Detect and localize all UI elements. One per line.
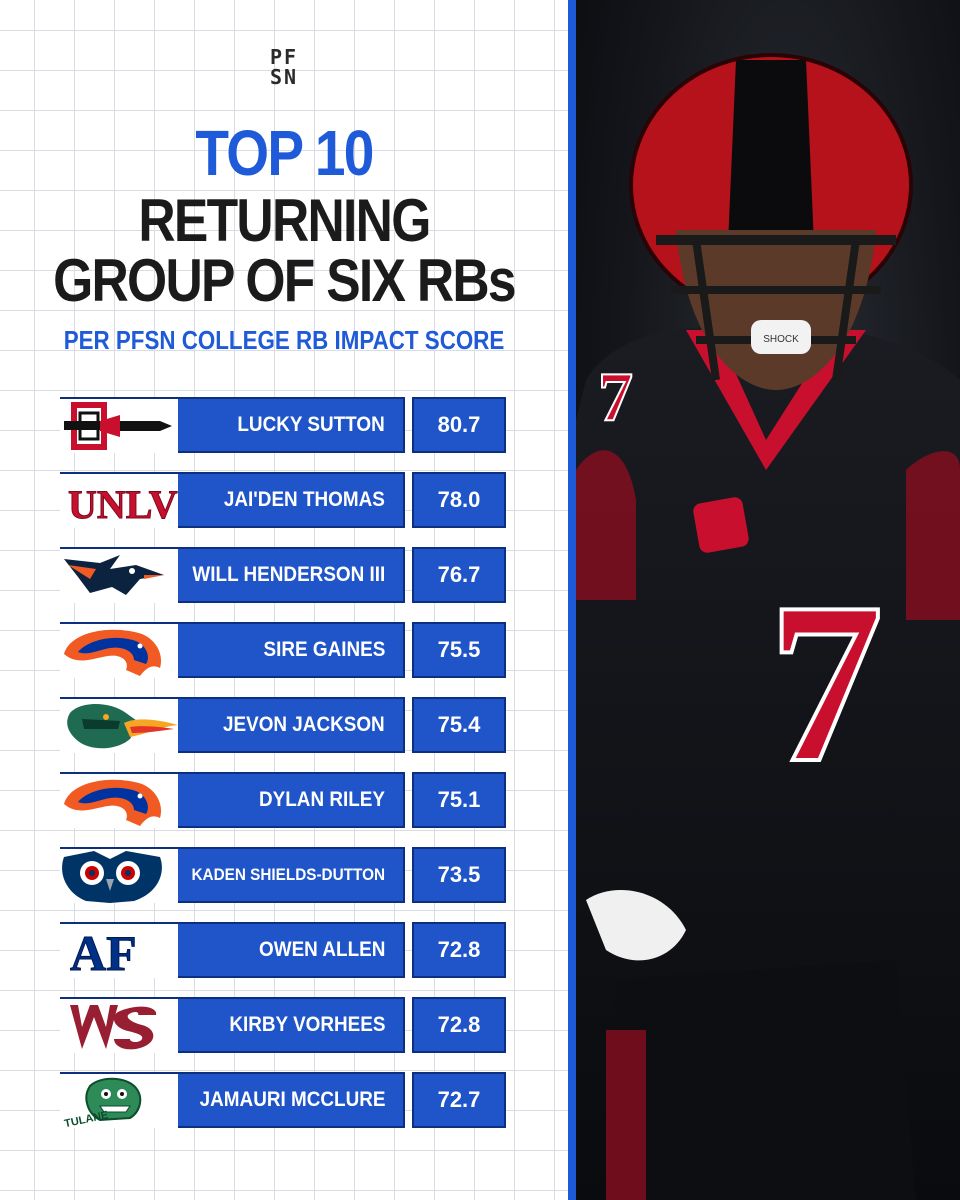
score-box: 72.8: [412, 997, 506, 1053]
fau-owl-logo-icon: [60, 849, 178, 903]
player-name: OWEN ALLEN: [258, 938, 385, 961]
score-box: 76.7: [412, 547, 506, 603]
score-box: 80.7: [412, 397, 506, 453]
ranking-row: KIRBY VORHEES 72.8: [60, 997, 510, 1053]
ranking-row: JAI'DEN THOMAS 78.0 UNLV: [60, 472, 510, 528]
player-name: KIRBY VORHEES: [228, 1013, 385, 1036]
score-box: 73.5: [412, 847, 506, 903]
pfsn-logo-line2: SN: [269, 65, 299, 89]
ranking-row: SIRE GAINES 75.5: [60, 622, 510, 678]
uab-dragon-logo-icon: [60, 699, 178, 753]
player-name: DYLAN RILEY: [258, 788, 385, 811]
score-box: 72.7: [412, 1072, 506, 1128]
shoulder-number: 7: [598, 359, 633, 436]
player-illustration: SHOCK 7 7: [576, 53, 960, 1200]
player-name: WILL HENDERSON III: [192, 563, 385, 586]
title-top10: TOP 10: [195, 117, 374, 189]
title-returning: RETURNING: [138, 187, 431, 254]
pfsn-logo-line1: PF: [269, 45, 299, 69]
tulane-logo-icon: TULANE: [60, 1074, 178, 1128]
washington-state-logo-icon: [60, 999, 178, 1053]
player-name: JEVON JACKSON: [223, 713, 385, 736]
blue-divider: [568, 0, 576, 1200]
left-panel: PF SN TOP 10 RETURNING GROUP OF SIX RBs …: [0, 0, 568, 1200]
subtitle: PER PFSN COLLEGE RB IMPACT SCORE: [63, 325, 505, 355]
player-name: SIRE GAINES: [263, 638, 385, 661]
player-name: KADEN SHIELDS-DUTTON: [191, 865, 385, 884]
ranking-row: DYLAN RILEY 75.1: [60, 772, 510, 828]
unlv-logo-icon: UNLV: [60, 474, 178, 528]
air-force-logo-text: AF: [70, 925, 137, 978]
player-name: JAMAURI MCCLURE: [199, 1088, 385, 1111]
jersey-number: 7: [769, 555, 884, 810]
name-box: JAMAURI MCCLURE: [60, 1072, 405, 1128]
pfsn-logo: PF SN: [260, 43, 308, 91]
score-box: 75.5: [412, 622, 506, 678]
player-name: JAI'DEN THOMAS: [224, 488, 385, 511]
player-name: LUCKY SUTTON: [237, 413, 385, 436]
unlv-logo-text: UNLV: [68, 482, 178, 527]
player-photo: SHOCK 7 7: [576, 0, 960, 1200]
san-diego-state-logo-icon: [60, 399, 178, 453]
mouthguard-text: SHOCK: [763, 334, 799, 345]
ranking-row: LUCKY SUTTON 80.7: [60, 397, 510, 453]
ranking-row: OWEN ALLEN 72.8 AF: [60, 922, 510, 978]
ranking-row: WILL HENDERSON III 76.7: [60, 547, 510, 603]
ranking-row: JAMAURI MCCLURE 72.7 TULANE: [60, 1072, 510, 1128]
title-group-of-six: GROUP OF SIX RBs: [53, 247, 517, 314]
score-box: 75.1: [412, 772, 506, 828]
ranking-row: KADEN SHIELDS-DUTTON 73.5: [60, 847, 510, 903]
air-force-logo-icon: AF: [60, 924, 178, 978]
score-box: 75.4: [412, 697, 506, 753]
score-box: 72.8: [412, 922, 506, 978]
utsa-roadrunner-logo-icon: [60, 549, 178, 603]
boise-state-bronco-logo-icon: [60, 624, 178, 678]
score-box: 78.0: [412, 472, 506, 528]
ranking-row: JEVON JACKSON 75.4: [60, 697, 510, 753]
boise-state-bronco-logo-icon: [60, 774, 178, 828]
